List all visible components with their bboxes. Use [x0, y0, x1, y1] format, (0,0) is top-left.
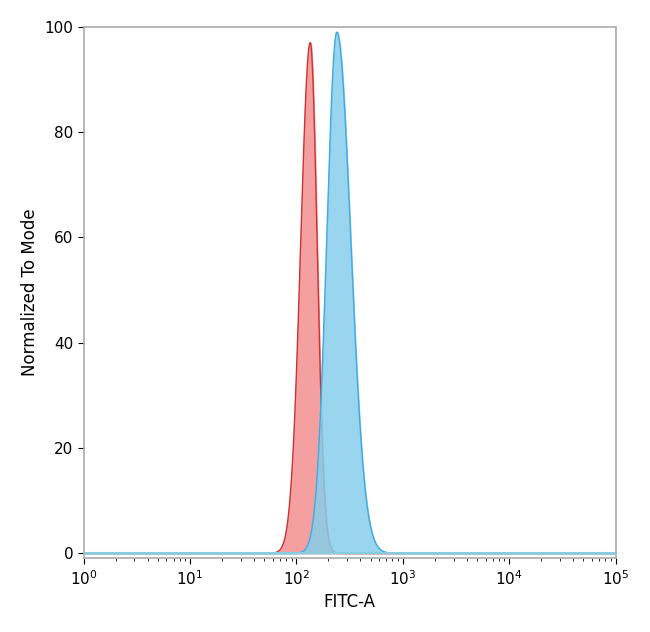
Y-axis label: Normalized To Mode: Normalized To Mode [21, 209, 39, 377]
X-axis label: FITC-A: FITC-A [324, 593, 376, 611]
